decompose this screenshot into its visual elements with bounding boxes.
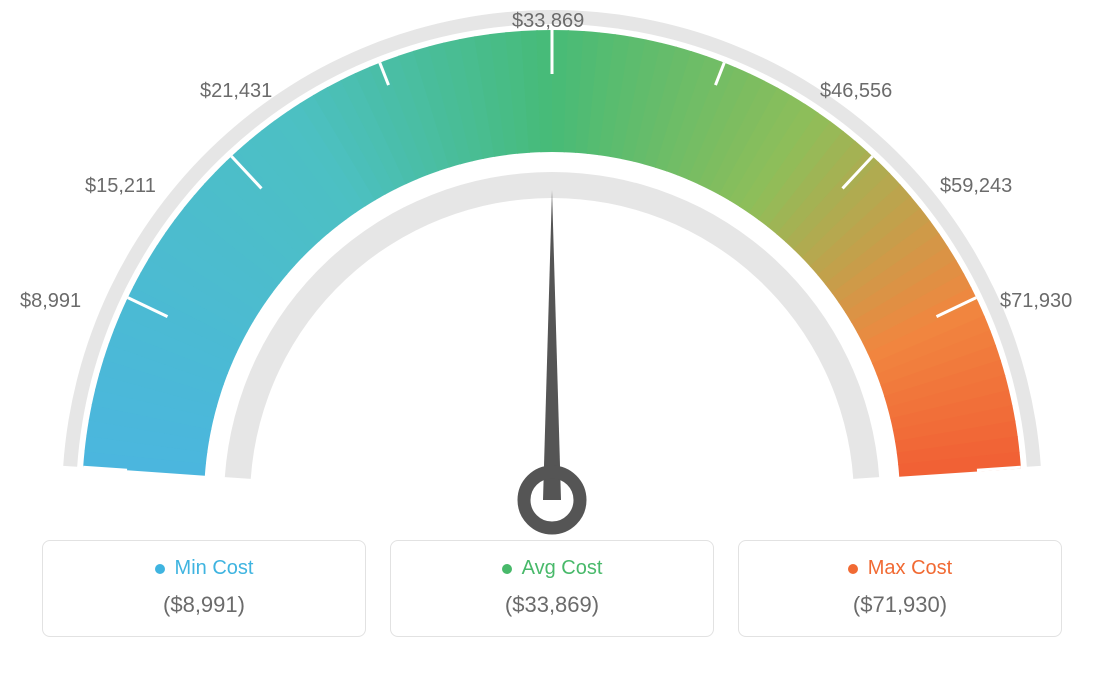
min-cost-title: Min Cost [155, 557, 254, 580]
min-cost-card: Min Cost ($8,991) [42, 540, 366, 637]
gauge-tick-label: $15,211 [85, 175, 156, 198]
max-cost-title: Max Cost [848, 557, 952, 580]
gauge-tick-label: $33,869 [512, 10, 584, 33]
gauge-svg [0, 0, 1104, 540]
avg-cost-value: ($33,869) [401, 592, 703, 618]
gauge-tick-label: $21,431 [200, 80, 272, 103]
gauge-tick-label: $59,243 [940, 175, 1012, 198]
gauge-chart: $8,991 $15,211 $21,431 $33,869 $46,556 $59,24… [0, 0, 1104, 540]
gauge-tick-label: $46,556 [820, 80, 892, 103]
summary-cards: Min Cost ($8,991) Avg Cost ($33,869) Max… [42, 540, 1062, 637]
max-cost-value: ($71,930) [749, 592, 1051, 618]
avg-cost-label: Avg Cost [522, 557, 603, 580]
min-cost-label: Min Cost [175, 557, 254, 580]
gauge-tick-label: $71,930 [1000, 290, 1072, 313]
avg-cost-title: Avg Cost [502, 557, 603, 580]
min-cost-value: ($8,991) [53, 592, 355, 618]
gauge-tick-label: $8,991 [20, 290, 81, 313]
max-cost-label: Max Cost [868, 557, 952, 580]
dot-icon [502, 564, 512, 574]
dot-icon [848, 564, 858, 574]
avg-cost-card: Avg Cost ($33,869) [390, 540, 714, 637]
dot-icon [155, 564, 165, 574]
max-cost-card: Max Cost ($71,930) [738, 540, 1062, 637]
